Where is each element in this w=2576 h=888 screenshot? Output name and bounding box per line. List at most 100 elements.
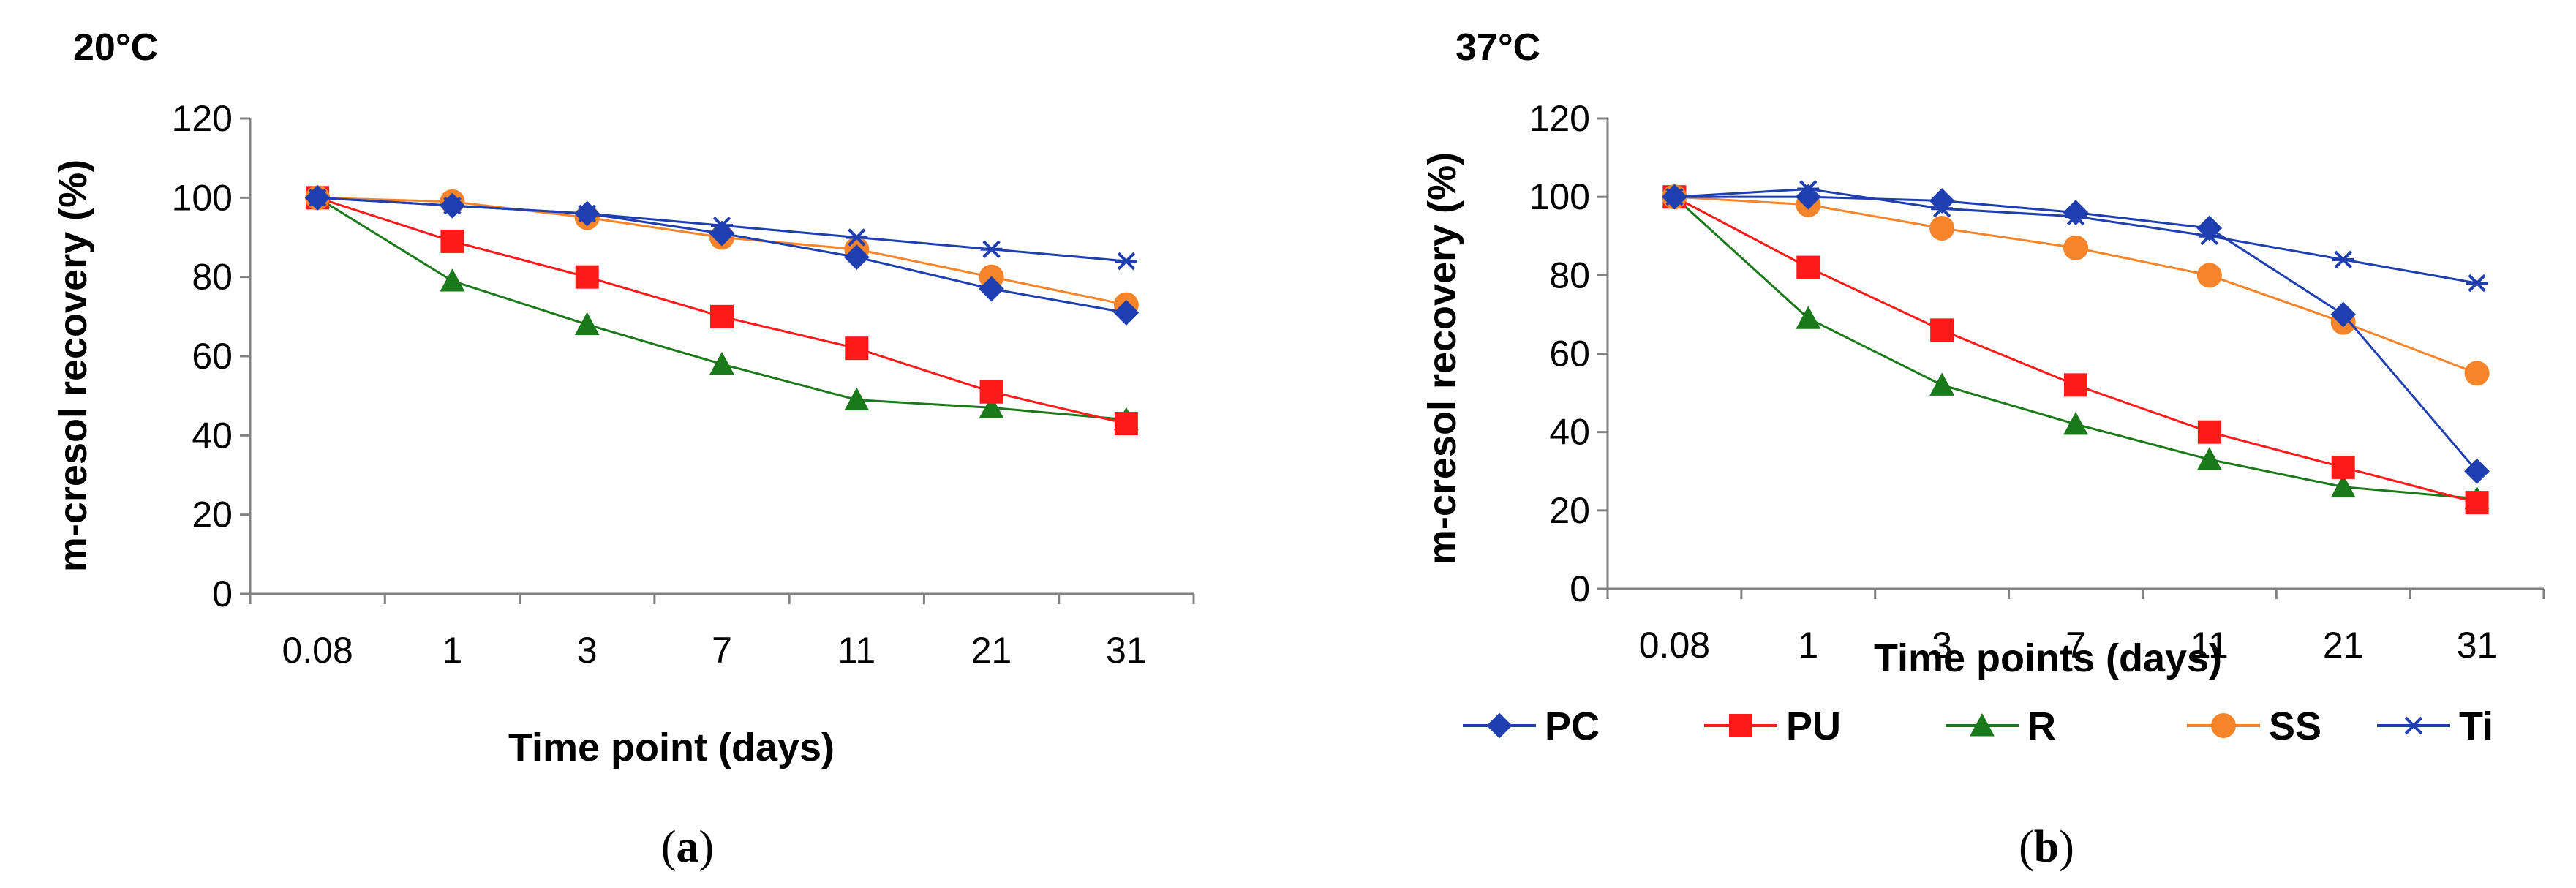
panel-b-x-axis-title: Time points (days) — [1874, 636, 2222, 680]
b-point-pc — [1795, 184, 1821, 210]
b-point-ti — [2332, 250, 2354, 269]
panel-b-y-axis-title: m-cresol recovery (%) — [1420, 152, 1464, 565]
panel-a-temperature-label: 20°C — [73, 26, 158, 69]
a-series-line-pc — [317, 196, 1127, 314]
b-point-pc — [2330, 301, 2357, 328]
b-point-ti — [1797, 180, 1820, 198]
legend-marker-pc — [1486, 712, 1513, 739]
a-point-ti — [1115, 252, 1137, 271]
a-point-pc — [1113, 300, 1140, 326]
b-point-r — [2330, 474, 2356, 498]
a-point-pu — [1114, 412, 1138, 436]
b-point-pu — [2197, 420, 2221, 444]
a-x-tick-label: 31 — [1106, 630, 1147, 671]
b-x-tick-label: 0.08 — [1639, 625, 1710, 666]
legend-marker-pu — [1729, 714, 1752, 737]
a-point-ti — [846, 228, 868, 247]
b-y-tick-label: 0 — [1570, 568, 1590, 609]
panel-b-x-axis: 0.08 1 3 7 11 21 31 — [1606, 587, 2545, 666]
b-point-ti — [2466, 274, 2488, 293]
chart-panel-a: 20°C m-cresol recovery (%) Time point (d… — [51, 26, 1195, 872]
b-x-tick-label: 1 — [1798, 625, 1818, 666]
panel-b-caption: (b) — [2019, 822, 2074, 872]
a-point-ti — [711, 217, 733, 235]
b-point-pc — [2063, 200, 2089, 226]
legend: PC PU R SS Ti — [1463, 704, 2493, 748]
a-point-pu — [979, 380, 1003, 404]
a-x-tick-label: 1 — [442, 630, 463, 671]
b-x-tick-label: 31 — [2457, 625, 2498, 666]
b-x-tick-label: 11 — [2191, 625, 2229, 666]
a-point-ti — [441, 196, 464, 215]
a-y-tick-label: 40 — [192, 415, 233, 456]
a-point-r — [979, 395, 1004, 418]
a-point-pc — [979, 276, 1004, 302]
b-point-pc — [1929, 188, 1955, 214]
a-x-tick-label: 21 — [971, 630, 1012, 671]
a-point-r — [440, 268, 465, 292]
panel-a-x-axis-title: Time point (days) — [508, 726, 835, 770]
a-y-tick-label: 20 — [192, 494, 233, 535]
legend-marker-ss — [2211, 713, 2236, 738]
panel-b-series — [1662, 180, 2490, 515]
b-y-tick-label: 100 — [1529, 176, 1590, 217]
legend-item-r: R — [1946, 704, 2056, 748]
b-y-tick-label: 20 — [1549, 490, 1590, 531]
b-point-ti — [1931, 200, 1954, 218]
a-x-tick-label: 11 — [837, 630, 875, 671]
a-y-tick-label: 100 — [172, 177, 233, 218]
a-point-r — [574, 312, 600, 336]
b-y-tick-label: 80 — [1549, 255, 1590, 296]
legend-label-pc: PC — [1545, 704, 1600, 748]
b-point-ss — [1929, 216, 1955, 241]
b-point-pc — [2464, 458, 2490, 484]
a-point-r — [844, 387, 870, 411]
a-point-r — [709, 351, 734, 375]
a-y-tick-label: 80 — [192, 257, 233, 298]
b-point-pu — [2331, 455, 2355, 479]
b-point-r — [1929, 372, 1955, 396]
a-x-tick-label: 0.08 — [282, 630, 353, 671]
a-point-pu — [575, 265, 599, 289]
panel-a-series — [304, 184, 1140, 436]
b-point-r — [1796, 306, 1821, 329]
b-point-pu — [2465, 491, 2489, 515]
legend-item-pu: PU — [1704, 704, 1841, 748]
b-x-tick-label: 7 — [2065, 625, 2086, 666]
b-point-ti — [2065, 207, 2087, 226]
b-point-ti — [2198, 227, 2221, 245]
legend-marker-ti — [2403, 716, 2425, 735]
b-point-r — [2196, 447, 2222, 470]
a-point-pc — [709, 220, 735, 247]
b-x-tick-label: 3 — [1932, 625, 1952, 666]
b-point-ss — [2196, 263, 2222, 288]
b-point-r — [2063, 411, 2088, 435]
a-point-ti — [576, 204, 598, 223]
panel-b-temperature-label: 37°C — [1455, 26, 1540, 69]
a-y-tick-label: 60 — [192, 336, 233, 377]
a-point-pu — [440, 229, 464, 253]
chart-panel-b: 37°C m-cresol recovery (%) Time points (… — [1420, 26, 2545, 872]
b-y-tick-label: 120 — [1529, 98, 1590, 139]
b-point-pu — [1796, 255, 1820, 279]
legend-item-ti: Ti — [2377, 704, 2493, 748]
b-point-pu — [2064, 373, 2087, 397]
b-point-pu — [1930, 318, 1954, 342]
legend-item-pc: PC — [1463, 704, 1600, 748]
a-y-tick-label: 120 — [172, 98, 233, 139]
a-point-ti — [306, 189, 329, 207]
a-x-tick-label: 7 — [712, 630, 732, 671]
a-point-ti — [980, 240, 1003, 258]
b-point-ti — [1663, 187, 1686, 206]
legend-marker-r — [1970, 713, 1995, 737]
a-point-pu — [710, 304, 734, 328]
legend-label-ti: Ti — [2459, 704, 2493, 748]
panel-a-y-axis-title: m-cresol recovery (%) — [51, 159, 95, 572]
b-point-pc — [2196, 215, 2223, 241]
b-x-tick-label: 21 — [2323, 625, 2364, 666]
legend-item-ss: SS — [2187, 704, 2321, 748]
b-y-tick-label: 40 — [1549, 412, 1590, 453]
panel-a-x-axis: 0.08 1 3 7 11 21 31 — [249, 592, 1195, 671]
panel-a-y-axis: 0 20 40 60 80 100 120 — [172, 98, 252, 614]
a-y-tick-label: 0 — [212, 573, 233, 614]
